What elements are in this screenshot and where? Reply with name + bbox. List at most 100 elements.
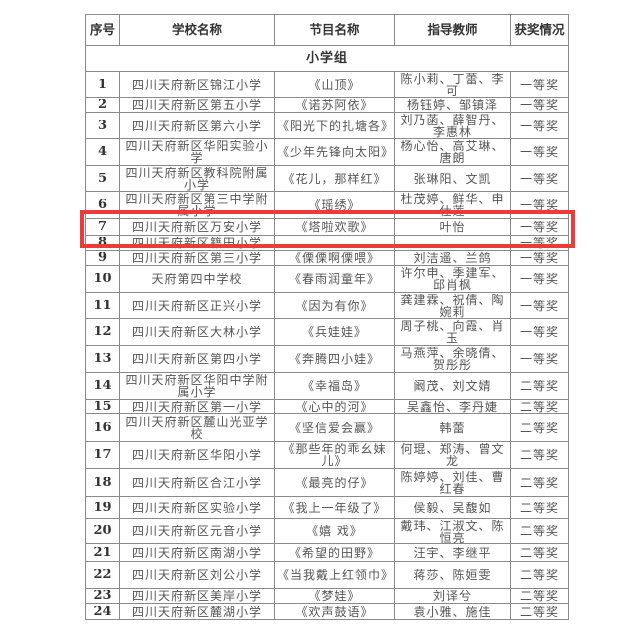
cell-award: 二等奖 — [510, 496, 569, 519]
cell-index: 21 — [85, 543, 120, 562]
cell-program: 《少年先锋向太阳》 — [274, 138, 395, 166]
table-row: 1 四川天府新区锦江小学 《山顶》 陈小莉、丁蕾、李可 一等奖 — [85, 71, 569, 98]
table-row: 4 四川天府新区华阳实验小学 《少年先锋向太阳》 杨心怡、高艾琳、唐朗 一等奖 — [85, 138, 569, 166]
header-program: 节目名称 — [274, 14, 395, 46]
highlight-box — [80, 210, 575, 248]
cell-program: 《兵娃娃》 — [274, 318, 395, 346]
cell-school: 四川天府新区美岸小学 — [119, 588, 275, 604]
cell-school: 四川天府新区麓湖小学 — [119, 603, 275, 620]
cell-teacher: 汪宇、李继平 — [394, 543, 511, 562]
table-row: 5 四川天府新区教科院附属小学 《花儿，那样红》 张琳阳、文凯 一等奖 — [85, 165, 569, 192]
table-row: 15 四川天府新区第一小学 《心中的河》 吴鑫怡、李丹婕 二等奖 — [85, 399, 569, 414]
cell-school: 四川天府新区锦江小学 — [119, 71, 275, 98]
cell-teacher: 陈小莉、丁蕾、李可 — [394, 71, 511, 98]
cell-teacher: 马燕萍、余晓倩、贺彤彤 — [394, 345, 511, 373]
cell-index: 15 — [85, 399, 120, 414]
cell-school: 四川天府新区合江小学 — [119, 468, 275, 497]
cell-school: 四川天府新区教科院附属小学 — [119, 165, 275, 192]
cell-index: 2 — [85, 97, 120, 113]
cell-program: 《那些年的乖幺妹儿》 — [274, 441, 395, 469]
header-index: 序号 — [85, 14, 120, 46]
cell-award: 二等奖 — [510, 543, 569, 562]
cell-program: 《奔腾四小娃》 — [274, 345, 395, 373]
table-row: 9 四川天府新区第三小学 《傈傈啊傈喂》 刘洁遥、兰鸽 一等奖 — [85, 250, 569, 266]
cell-teacher: 龚建霖、祝倩、陶婉莉 — [394, 292, 511, 319]
cell-index: 19 — [85, 496, 120, 519]
cell-award: 一等奖 — [510, 318, 569, 346]
cell-index: 22 — [85, 561, 120, 589]
table-row: 2 四川天府新区第五小学 《诺苏阿依》 杨钰婷、邹镇泽 一等奖 — [85, 97, 569, 113]
group-title: 小学组 — [85, 45, 569, 72]
cell-program: 《春雨润童年》 — [274, 265, 395, 293]
cell-school: 四川天府新区第六小学 — [119, 112, 275, 139]
cell-school: 四川天府新区万安小学 — [119, 218, 275, 236]
cell-index: 23 — [85, 588, 120, 604]
cell-program: 《花儿，那样红》 — [274, 165, 395, 192]
cell-teacher: 杨钰婷、邹镇泽 — [394, 97, 511, 113]
cell-program: 《阳光下的扎塘各》 — [274, 112, 395, 139]
cell-teacher: 阚茂、刘文婧 — [394, 372, 511, 400]
cell-teacher: 戴玮、江淑文、陈恒亮 — [394, 518, 511, 544]
cell-teacher: 周子桃、向霞、肖玉 — [394, 318, 511, 346]
table-row: 24 四川天府新区麓湖小学 《欢声鼓语》 袁小雅、施佳 二等奖 — [85, 603, 569, 620]
cell-index: 24 — [85, 603, 120, 620]
cell-teacher: 韩蕾 — [394, 413, 511, 442]
cell-award: 二等奖 — [510, 413, 569, 442]
cell-award: 一等奖 — [510, 112, 569, 139]
cell-index: 9 — [85, 250, 120, 266]
cell-teacher: 吴鑫怡、李丹婕 — [394, 399, 511, 414]
cell-school: 四川天府新区第四小学 — [119, 345, 275, 373]
cell-award: 二等奖 — [510, 441, 569, 469]
cell-index: 12 — [85, 318, 120, 346]
cell-index: 20 — [85, 518, 120, 544]
cell-index: 4 — [85, 138, 120, 166]
cell-award: 二等奖 — [510, 588, 569, 604]
table-row: 23 四川天府新区美岸小学 《梦娃》 刘译兮 二等奖 — [85, 588, 569, 604]
cell-program: 《傈傈啊傈喂》 — [274, 250, 395, 266]
cell-award: 一等奖 — [510, 191, 569, 219]
awards-table: 序号 学校名称 节目名称 指导教师 获奖情况 小学组 1 四川天府新区锦江小学 《山… — [85, 14, 569, 620]
table-row: 6 四川天府新区第三中学附属小学 《瑶绣》 杜茂婷、鲜华、申仕莲 一等奖 — [85, 191, 569, 219]
table-row: 17 四川天府新区华阳小学 《那些年的乖幺妹儿》 何琨、郑涛、曾文龙 二等奖 — [85, 441, 569, 469]
cell-award: 一等奖 — [510, 250, 569, 266]
cell-index: 16 — [85, 413, 120, 442]
table-row: 16 四川天府新区麓山光亚学校 《坚信爱会赢》 韩蕾 二等奖 — [85, 413, 569, 442]
table-row: 10 天府第四中学校 《春雨润童年》 许尔申、季建军、邱肖枫 一等奖 — [85, 265, 569, 293]
cell-award: 二等奖 — [510, 399, 569, 414]
table-row: 11 四川天府新区正兴小学 《因为有你》 龚建霖、祝倩、陶婉莉 一等奖 — [85, 292, 569, 319]
cell-school: 四川天府新区第一小学 — [119, 399, 275, 414]
table-row: 12 四川天府新区大林小学 《兵娃娃》 周子桃、向霞、肖玉 一等奖 — [85, 318, 569, 346]
cell-index: 13 — [85, 345, 120, 373]
cell-award: 一等奖 — [510, 218, 569, 236]
cell-index: 10 — [85, 265, 120, 293]
cell-award: 二等奖 — [510, 468, 569, 497]
cell-teacher: 张琳阳、文凯 — [394, 165, 511, 192]
cell-award: 一等奖 — [510, 138, 569, 166]
cell-school: 天府第四中学校 — [119, 265, 275, 293]
table-row: 19 四川天府新区实验小学 《我上一年级了》 侯毅、吴馥如 二等奖 — [85, 496, 569, 519]
table-row: 3 四川天府新区第六小学 《阳光下的扎塘各》 刘乃菡、薛智丹、李惠林 一等奖 — [85, 112, 569, 139]
cell-program: 《诺苏阿依》 — [274, 97, 395, 113]
cell-index: 17 — [85, 441, 120, 469]
cell-index: 5 — [85, 165, 120, 192]
cell-index: 6 — [85, 191, 120, 219]
cell-program: 《欢声鼓语》 — [274, 603, 395, 620]
cell-index: 3 — [85, 112, 120, 139]
cell-award: 二等奖 — [510, 561, 569, 589]
table-row: 18 四川天府新区合江小学 《最亮的仔》 陈婷婷、刘佳、曹红春 二等奖 — [85, 468, 569, 497]
header-award: 获奖情况 — [510, 14, 569, 46]
cell-teacher: 陈婷婷、刘佳、曹红春 — [394, 468, 511, 497]
table-row: 22 四川天府新区刘公小学 《当我戴上红领巾》 蒋莎、陈姮雯 二等奖 — [85, 561, 569, 589]
cell-award: 二等奖 — [510, 518, 569, 544]
cell-index: 14 — [85, 372, 120, 400]
cell-program: 《最亮的仔》 — [274, 468, 395, 497]
cell-teacher: 何琨、郑涛、曾文龙 — [394, 441, 511, 469]
cell-school: 四川天府新区第五小学 — [119, 97, 275, 113]
cell-program: 《嬉 戏》 — [274, 518, 395, 544]
cell-school: 四川天府新区刘公小学 — [119, 561, 275, 589]
header-row: 序号 学校名称 节目名称 指导教师 获奖情况 — [85, 14, 569, 46]
cell-index: 11 — [85, 292, 120, 319]
cell-teacher: 袁小雅、施佳 — [394, 603, 511, 620]
cell-teacher: 刘译兮 — [394, 588, 511, 604]
cell-school: 四川天府新区大林小学 — [119, 318, 275, 346]
